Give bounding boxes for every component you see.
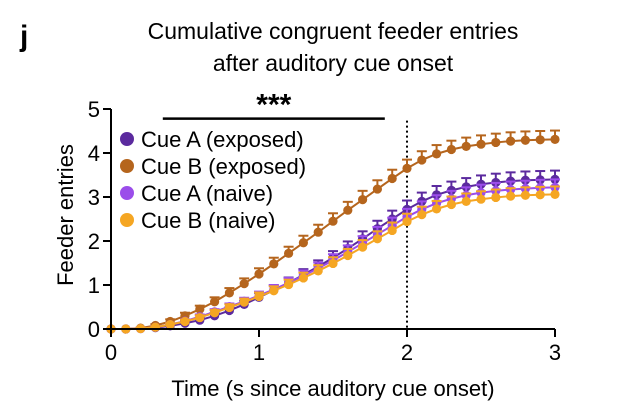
data-point [224,288,234,298]
data-point [210,297,220,307]
legend-label: Cue A (exposed) [141,127,304,152]
y-tick-label: 5 [88,97,100,122]
data-point [387,225,397,236]
data-point [417,210,427,220]
data-point [446,144,456,155]
x-tick-label: 1 [253,340,265,365]
data-point [387,173,397,184]
data-point [254,269,264,279]
data-point [417,155,427,165]
legend-label: Cue A (naive) [141,181,273,206]
data-point [491,192,501,203]
data-point [284,279,294,290]
data-point [476,139,486,149]
legend-marker [120,213,134,227]
data-point [432,149,442,159]
data-point [269,286,279,296]
data-point [195,304,205,314]
data-point [239,279,249,289]
legend-marker [120,186,134,200]
data-point [520,135,531,145]
legend-marker [120,132,134,146]
data-point [150,322,160,332]
x-tick-label: 0 [105,340,117,365]
data-point [224,302,234,313]
data-point [550,134,560,144]
data-point [372,184,382,194]
data-point [195,312,205,323]
y-tick-label: 4 [88,141,100,166]
data-point [506,136,516,146]
y-tick-label: 1 [88,273,100,298]
data-point [210,308,220,318]
data-point [506,191,516,201]
data-point [298,273,308,283]
data-point [461,141,471,151]
data-point [284,248,294,258]
x-tick-label: 2 [401,340,413,365]
data-point [313,227,323,237]
data-point [165,320,175,330]
legend-marker [120,159,134,173]
data-point [402,163,412,173]
data-point [520,190,531,200]
data-point [402,217,412,227]
data-point [372,234,382,244]
data-point [491,137,501,148]
data-point [461,196,471,206]
panel-label: j [19,20,28,53]
y-tick-label: 3 [88,185,100,210]
data-point [180,316,190,327]
data-point [358,242,368,252]
data-point [358,195,368,205]
legend: Cue A (exposed)Cue B (exposed)Cue A (nai… [120,127,306,233]
legend-label: Cue B (exposed) [141,154,306,179]
significance-stars: *** [256,89,291,122]
data-point [239,297,249,307]
y-axis-label: Feeder entries [53,144,78,286]
data-point [432,204,442,214]
chart-title-line-2: after auditory cue onset [213,50,454,76]
x-tick-label: 3 [549,340,561,365]
data-point [535,190,545,200]
data-point [254,291,264,302]
chart-title-line-1: Cumulative congruent feeder entries [148,18,519,44]
significance-annotation: *** [162,89,385,122]
legend-label: Cue B (naive) [141,208,276,233]
y-tick-label: 2 [88,229,100,254]
data-point [343,205,353,215]
y-tick-label: 0 [88,317,100,342]
data-point [313,266,323,276]
data-point [535,135,545,145]
data-point [550,189,560,199]
plot-area: *** 0 1 2 3 0 1 2 3 4 5 [88,89,561,365]
x-axis-label: Time (s since auditory cue onset) [171,376,494,401]
data-point [328,216,338,226]
data-point [476,194,486,204]
data-point [269,259,279,269]
data-point [298,238,308,248]
data-point [328,258,338,269]
data-point [343,250,353,261]
data-point [446,199,456,210]
